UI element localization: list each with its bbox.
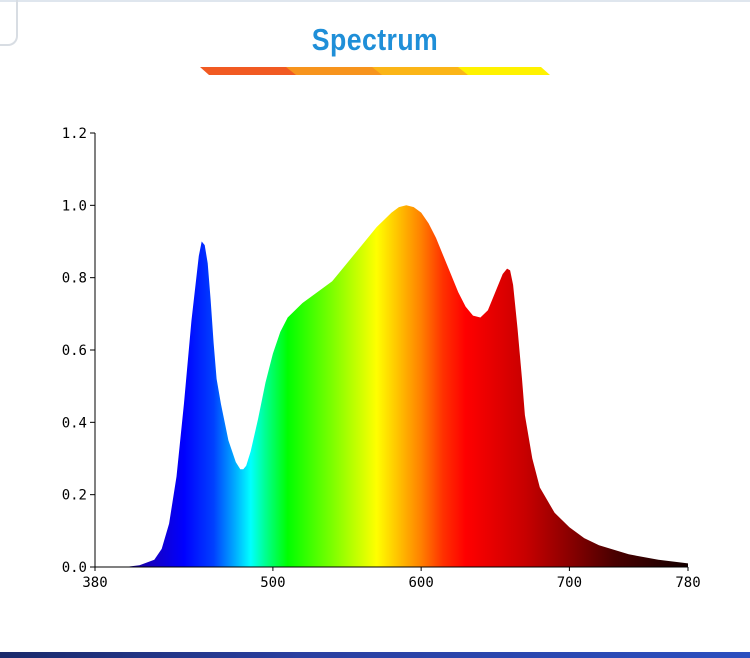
page-title: Spectrum [311,22,439,57]
x-tick-label: 500 [260,575,285,591]
title-bar-segment-2 [286,67,384,75]
y-tick-label: 0.8 [62,271,87,287]
y-tick-label: 0.0 [62,560,87,576]
x-tick-label: 380 [82,575,107,591]
y-tick-label: 0.6 [62,343,87,359]
chart-axes: 0.0 0.2 0.4 0.6 0.8 1.0 1.2 380 500 600 700 780 [62,126,701,591]
corner-decoration [0,0,18,46]
y-tick-label: 0.2 [62,488,87,504]
x-tick-label: 600 [409,575,434,591]
y-tick-label: 0.4 [62,415,87,431]
spectrum-area [95,205,688,568]
title-bar-segment-4 [458,67,550,75]
y-tick-label: 1.2 [62,126,87,142]
x-tick-label: 700 [557,575,582,591]
title-bar-segment-3 [372,67,470,75]
title-bar-segment-1 [200,67,298,75]
x-tick-label: 780 [675,575,700,591]
y-tick-label: 1.0 [62,198,87,214]
title-underline-bar [200,67,550,75]
bottom-band [0,652,750,658]
top-border-line [0,0,750,2]
plot-area [95,205,688,568]
